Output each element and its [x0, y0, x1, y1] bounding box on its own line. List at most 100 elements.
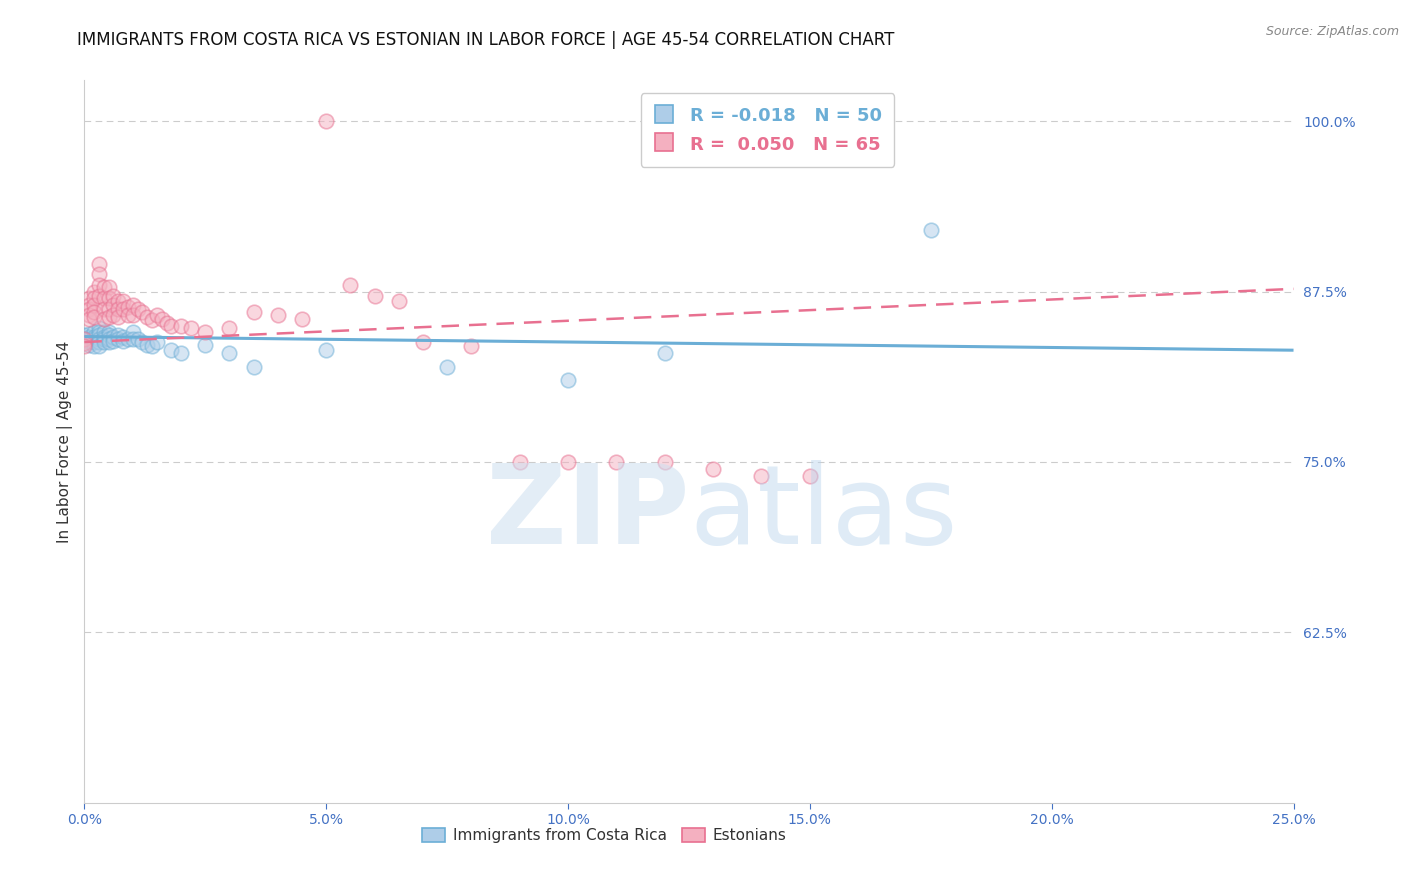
Text: atlas: atlas [689, 460, 957, 567]
Point [93, 326, 115, 340]
Point [412, 334, 434, 349]
Point [83, 292, 105, 306]
Point [103, 288, 125, 302]
Point [141, 339, 163, 353]
Point [127, 332, 149, 346]
Point [83, 326, 105, 340]
Point [97, 292, 120, 306]
Point [117, 300, 139, 314]
Point [77, 292, 100, 306]
Point [83, 285, 105, 299]
Point [131, 305, 153, 319]
Point [136, 337, 159, 351]
Point [73, 332, 96, 346]
Point [339, 277, 361, 292]
Point [107, 310, 129, 325]
Point [180, 321, 202, 335]
Point [93, 311, 115, 326]
Point [170, 318, 193, 333]
Point [605, 455, 627, 469]
Point [117, 308, 139, 322]
Point [363, 288, 385, 302]
Point [194, 337, 217, 351]
Text: Source: ZipAtlas.com: Source: ZipAtlas.com [1265, 25, 1399, 38]
Point [77, 302, 100, 317]
Point [751, 468, 773, 483]
Point [77, 332, 100, 346]
Point [73, 328, 96, 343]
Point [121, 298, 143, 312]
Point [87, 257, 110, 271]
Point [155, 316, 177, 330]
Point [73, 332, 96, 346]
Point [97, 332, 120, 346]
Point [315, 114, 337, 128]
Point [103, 329, 125, 343]
Point [87, 326, 110, 340]
Point [97, 328, 120, 343]
Point [87, 334, 110, 349]
Y-axis label: In Labor Force | Age 45-54: In Labor Force | Age 45-54 [58, 341, 73, 542]
Point [83, 339, 105, 353]
Point [218, 346, 240, 360]
Point [160, 318, 183, 333]
Point [103, 334, 125, 348]
Point [799, 468, 821, 483]
Point [83, 329, 105, 343]
Point [83, 332, 105, 346]
Legend: Immigrants from Costa Rica, Estonians: Immigrants from Costa Rica, Estonians [416, 822, 793, 849]
Point [73, 336, 96, 351]
Point [83, 334, 105, 349]
Point [315, 343, 337, 358]
Point [557, 455, 579, 469]
Point [73, 339, 96, 353]
Point [460, 339, 482, 353]
Point [87, 267, 110, 281]
Point [112, 294, 135, 309]
Point [77, 298, 100, 312]
Point [77, 311, 100, 326]
Point [131, 334, 153, 349]
Point [93, 302, 115, 317]
Point [87, 321, 110, 335]
Point [121, 332, 143, 346]
Point [77, 326, 100, 341]
Point [136, 310, 159, 325]
Point [93, 334, 115, 349]
Point [146, 308, 169, 322]
Point [150, 311, 173, 326]
Point [509, 455, 531, 469]
Point [121, 308, 143, 322]
Point [557, 373, 579, 387]
Point [103, 298, 125, 312]
Point [702, 462, 724, 476]
Point [97, 326, 120, 340]
Point [194, 326, 217, 340]
Point [121, 326, 143, 340]
Point [218, 321, 240, 335]
Point [141, 313, 163, 327]
Point [112, 329, 135, 343]
Point [107, 302, 129, 317]
Point [107, 328, 129, 343]
Point [107, 332, 129, 346]
Point [127, 302, 149, 317]
Point [83, 298, 105, 312]
Point [291, 311, 314, 326]
Point [97, 302, 120, 317]
Point [103, 308, 125, 322]
Point [77, 334, 100, 349]
Point [242, 305, 264, 319]
Point [242, 359, 264, 374]
Point [87, 288, 110, 302]
Point [93, 280, 115, 294]
Point [93, 329, 115, 343]
Point [97, 334, 120, 349]
Point [920, 223, 942, 237]
Point [388, 294, 411, 309]
Point [117, 332, 139, 346]
Point [267, 308, 290, 322]
Text: IMMIGRANTS FROM COSTA RICA VS ESTONIAN IN LABOR FORCE | AGE 45-54 CORRELATION CH: IMMIGRANTS FROM COSTA RICA VS ESTONIAN I… [77, 31, 894, 49]
Point [77, 337, 100, 351]
Point [112, 334, 135, 348]
